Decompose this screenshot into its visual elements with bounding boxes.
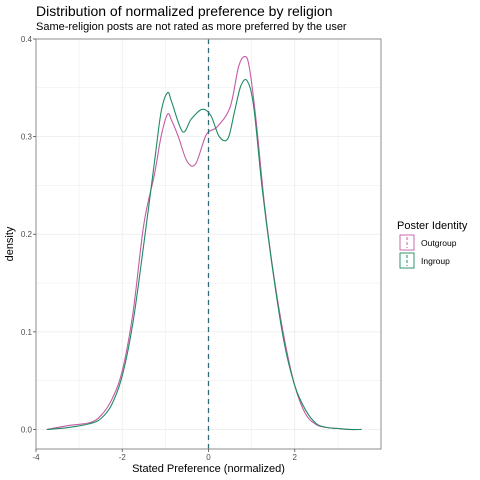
legend-key-ingroup: Ingroup bbox=[400, 253, 450, 268]
legend-label: Outgroup bbox=[421, 238, 457, 248]
series-line-ingroup bbox=[47, 79, 362, 429]
legend-label: Ingroup bbox=[421, 256, 450, 266]
y-tick-label: 0.1 bbox=[21, 328, 33, 337]
series-line-outgroup bbox=[47, 57, 362, 430]
axis-ticks: -4 -2 0 2 0.0 0.1 0.2 0.3 0.4 bbox=[21, 35, 298, 462]
x-tick-label: 0 bbox=[206, 453, 211, 462]
y-tick-label: 0.4 bbox=[21, 35, 33, 44]
y-tick-label: 0.2 bbox=[21, 230, 33, 239]
legend-title: Poster Identity bbox=[397, 220, 468, 232]
y-axis-title: density bbox=[4, 226, 16, 261]
legend: Poster Identity Outgroup Ingroup bbox=[397, 220, 468, 268]
x-tick-label: 2 bbox=[293, 453, 298, 462]
y-tick-label: 0.0 bbox=[21, 425, 33, 434]
grid bbox=[36, 39, 381, 449]
x-tick-label: -2 bbox=[119, 453, 127, 462]
series-lines bbox=[47, 57, 362, 430]
x-axis-title: Stated Preference (normalized) bbox=[132, 463, 285, 475]
legend-key-outgroup: Outgroup bbox=[400, 235, 457, 250]
y-tick-label: 0.3 bbox=[21, 133, 33, 142]
x-tick-label: -4 bbox=[32, 453, 40, 462]
